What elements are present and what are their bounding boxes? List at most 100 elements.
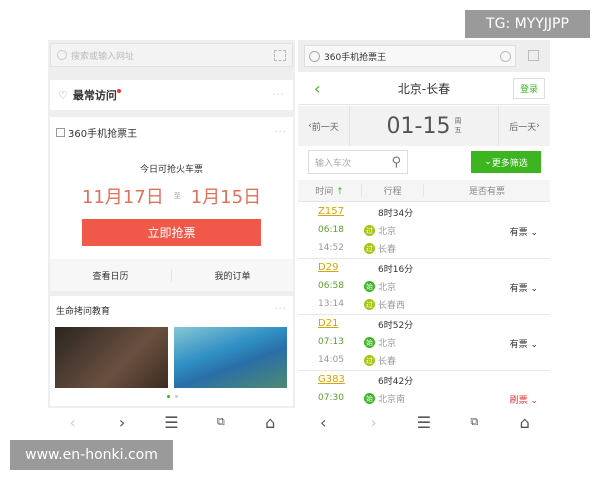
availability-toggle[interactable]: 有票 ⌄ (510, 225, 538, 238)
chevron-down-icon: ⌄ (530, 340, 538, 350)
forward-icon[interactable]: › (370, 412, 377, 432)
weekday-1: 周 (454, 117, 462, 125)
search-input[interactable]: 搜索或输入网址 (71, 51, 135, 62)
arrival-time: 13:14 (318, 299, 344, 309)
globe-icon (309, 50, 320, 62)
availability-toggle[interactable]: 刷票 ⌄ (510, 393, 538, 406)
news-card-title: 生命拷问教育 (56, 307, 111, 317)
more-icon[interactable]: ··· (272, 89, 285, 101)
ticket-card-title: 360手机抢票王 (68, 129, 138, 140)
from-station: 北京 (378, 227, 397, 237)
watermark-top: TG: MYYJJPP (465, 10, 590, 38)
availability-status: 有票 (509, 284, 528, 294)
tabs-icon[interactable]: ⧉ (470, 415, 479, 428)
weekday-2: 五 (454, 126, 462, 134)
duration: 8时34分 (378, 209, 414, 219)
to-station: 长春西 (378, 301, 406, 311)
reload-icon[interactable] (500, 50, 511, 62)
departure-time: 06:18 (318, 225, 344, 235)
grab-ticket-button[interactable]: 立即抢票 (82, 219, 261, 246)
bottom-nav: ‹ › ☰ ⧉ ⌂ (298, 408, 550, 436)
url-bar[interactable]: 360手机抢票王 (304, 45, 516, 67)
news-image-surgery[interactable] (174, 327, 287, 388)
back-icon[interactable]: ‹ (319, 412, 327, 432)
url-title: 360手机抢票王 (324, 52, 387, 63)
chevron-down-icon: ⌄ (530, 284, 538, 294)
train-number-input[interactable]: 输入车次 ⚲ (308, 150, 408, 174)
train-row[interactable]: D29 6时16分 06:58 始北京 13:14 过长春西 有票 ⌄ (298, 259, 550, 315)
carousel-dot (175, 395, 178, 398)
train-number[interactable]: D21 (318, 318, 339, 329)
view-calendar-link[interactable]: 查看日历 (50, 268, 172, 282)
column-availability: 是否有票 (468, 187, 505, 197)
bottom-nav: ‹ › ☰ ⧉ ⌂ (48, 408, 295, 436)
to-station: 长春 (378, 357, 397, 367)
app-icon (56, 128, 65, 137)
availability-status: 刷票 (509, 396, 528, 406)
station-badge: 过 (364, 355, 375, 366)
search-bar[interactable]: 搜索或输入网址 (50, 43, 293, 67)
menu-icon[interactable]: ☰ (164, 412, 179, 432)
search-icon (57, 50, 67, 60)
train-number[interactable]: G383 (318, 374, 345, 385)
next-day-button[interactable]: 后一天 › (498, 106, 550, 146)
tabs-icon[interactable]: ⧉ (216, 415, 225, 428)
date-to-sep: 至 (173, 192, 181, 200)
train-row[interactable]: Z157 8时34分 06:18 过北京 14:52 过长春 有票 ⌄ (298, 203, 550, 259)
arrival-time: 14:52 (318, 243, 344, 253)
news-image-crying-child[interactable] (55, 327, 168, 388)
more-filter-button[interactable]: ⌄ 更多筛选 (471, 151, 541, 173)
station-badge: 始 (364, 281, 375, 292)
station-badge: 始 (364, 393, 375, 404)
availability-toggle[interactable]: 有票 ⌄ (510, 337, 538, 350)
arrival-time: 14:05 (318, 355, 344, 365)
frequent-visits-card: ♡ 最常访问 ··· (50, 80, 293, 110)
more-icon[interactable]: ··· (274, 127, 287, 138)
frequent-title: 最常访问 (72, 89, 117, 102)
date-from: 11月17日 (81, 187, 164, 208)
notification-dot (116, 89, 121, 93)
home-icon[interactable]: ⌂ (519, 412, 530, 432)
duration: 6时52分 (378, 321, 414, 331)
chevron-down-icon: ⌄ (530, 228, 538, 238)
my-orders-link[interactable]: 我的订单 (214, 271, 251, 282)
back-arrow-icon[interactable]: ‹ (314, 79, 321, 98)
back-icon[interactable]: ‹ (69, 412, 76, 432)
selected-date: 01-15 (386, 113, 451, 139)
train-input-placeholder: 输入车次 (315, 158, 352, 169)
heart-icon: ♡ (58, 88, 68, 102)
forward-icon[interactable]: › (118, 412, 126, 432)
date-to: 1月15日 (190, 187, 262, 208)
from-station: 北京 (378, 339, 397, 349)
availability-status: 有票 (509, 340, 528, 350)
departure-time: 06:58 (318, 281, 344, 291)
next-day-label: 后一天 (509, 122, 537, 133)
menu-icon[interactable]: ☰ (416, 412, 432, 432)
more-icon[interactable]: ··· (274, 304, 287, 315)
departure-time: 07:30 (318, 393, 344, 403)
train-number[interactable]: D29 (318, 262, 339, 273)
availability-toggle[interactable]: 有票 ⌄ (510, 281, 538, 294)
station-badge: 过 (364, 299, 375, 310)
train-row[interactable]: D21 6时52分 07:13 始北京 14:05 过长春 有票 ⌄ (298, 315, 550, 371)
station-badge: 始 (364, 337, 375, 348)
scan-icon[interactable] (274, 49, 286, 61)
availability-status: 有票 (509, 228, 528, 238)
station-badge: 过 (364, 243, 375, 254)
duration: 6时16分 (378, 265, 414, 275)
to-station: 长春 (378, 245, 397, 255)
ticket-subtitle: 今日可抢火车票 (139, 165, 203, 175)
from-station: 北京 (378, 283, 397, 293)
login-button[interactable]: 登录 (512, 78, 545, 99)
train-number[interactable]: Z157 (318, 206, 344, 217)
route-title: 北京-长春 (397, 82, 451, 96)
prev-day-button[interactable]: ‹ 前一天 (298, 106, 350, 146)
watermark-bottom: www.en-honki.com (10, 440, 173, 470)
share-icon[interactable] (528, 50, 539, 61)
carousel-dot-active (167, 395, 170, 398)
search-icon: ⚲ (391, 154, 401, 170)
home-icon[interactable]: ⌂ (265, 412, 276, 432)
prev-day-label: 前一天 (311, 122, 339, 133)
news-card: 生命拷问教育 ··· (50, 296, 293, 406)
column-time[interactable]: 时间 ↑ (315, 187, 344, 197)
